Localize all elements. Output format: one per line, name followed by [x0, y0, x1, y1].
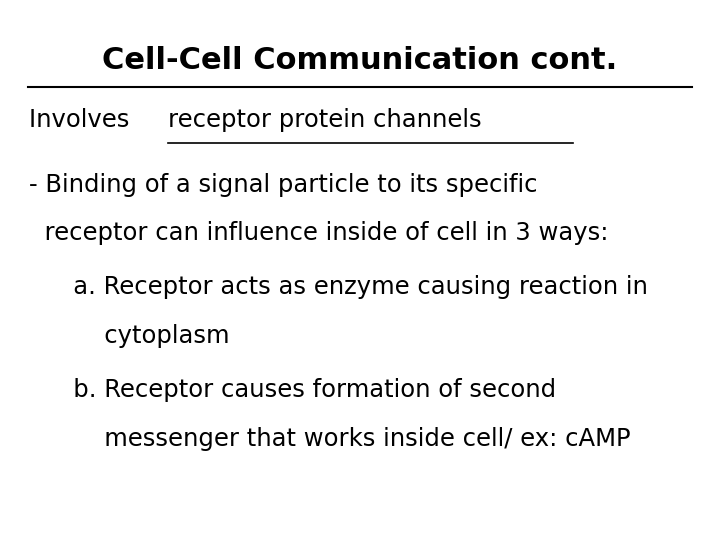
Text: receptor protein channels: receptor protein channels: [168, 108, 482, 132]
Text: Involves: Involves: [29, 108, 137, 132]
Text: b. Receptor causes formation of second: b. Receptor causes formation of second: [50, 378, 557, 402]
Text: a. Receptor acts as enzyme causing reaction in: a. Receptor acts as enzyme causing react…: [50, 275, 648, 299]
Text: Cell-Cell Communication cont.: Cell-Cell Communication cont.: [102, 46, 618, 75]
Text: receptor can influence inside of cell in 3 ways:: receptor can influence inside of cell in…: [29, 221, 608, 245]
Text: cytoplasm: cytoplasm: [50, 324, 230, 348]
Text: - Binding of a signal particle to its specific: - Binding of a signal particle to its sp…: [29, 173, 537, 197]
Text: messenger that works inside cell/ ex: cAMP: messenger that works inside cell/ ex: cA…: [50, 427, 631, 450]
